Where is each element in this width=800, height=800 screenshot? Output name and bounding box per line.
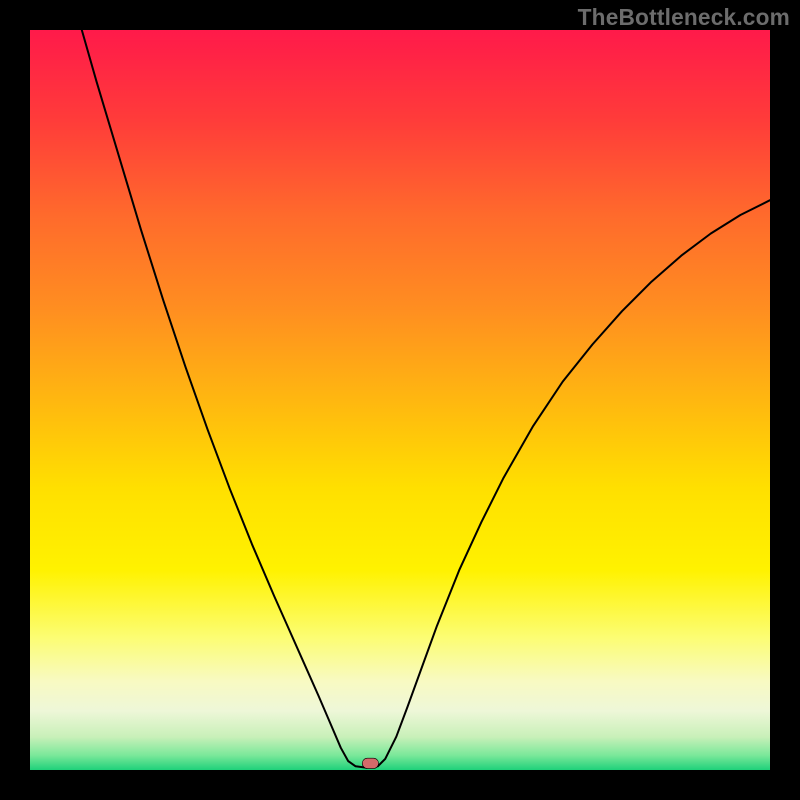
watermark-text: TheBottleneck.com xyxy=(578,4,790,31)
chart-stage: TheBottleneck.com xyxy=(0,0,800,800)
plot-background xyxy=(30,30,770,770)
optimal-marker xyxy=(362,758,378,768)
chart-svg xyxy=(0,0,800,800)
